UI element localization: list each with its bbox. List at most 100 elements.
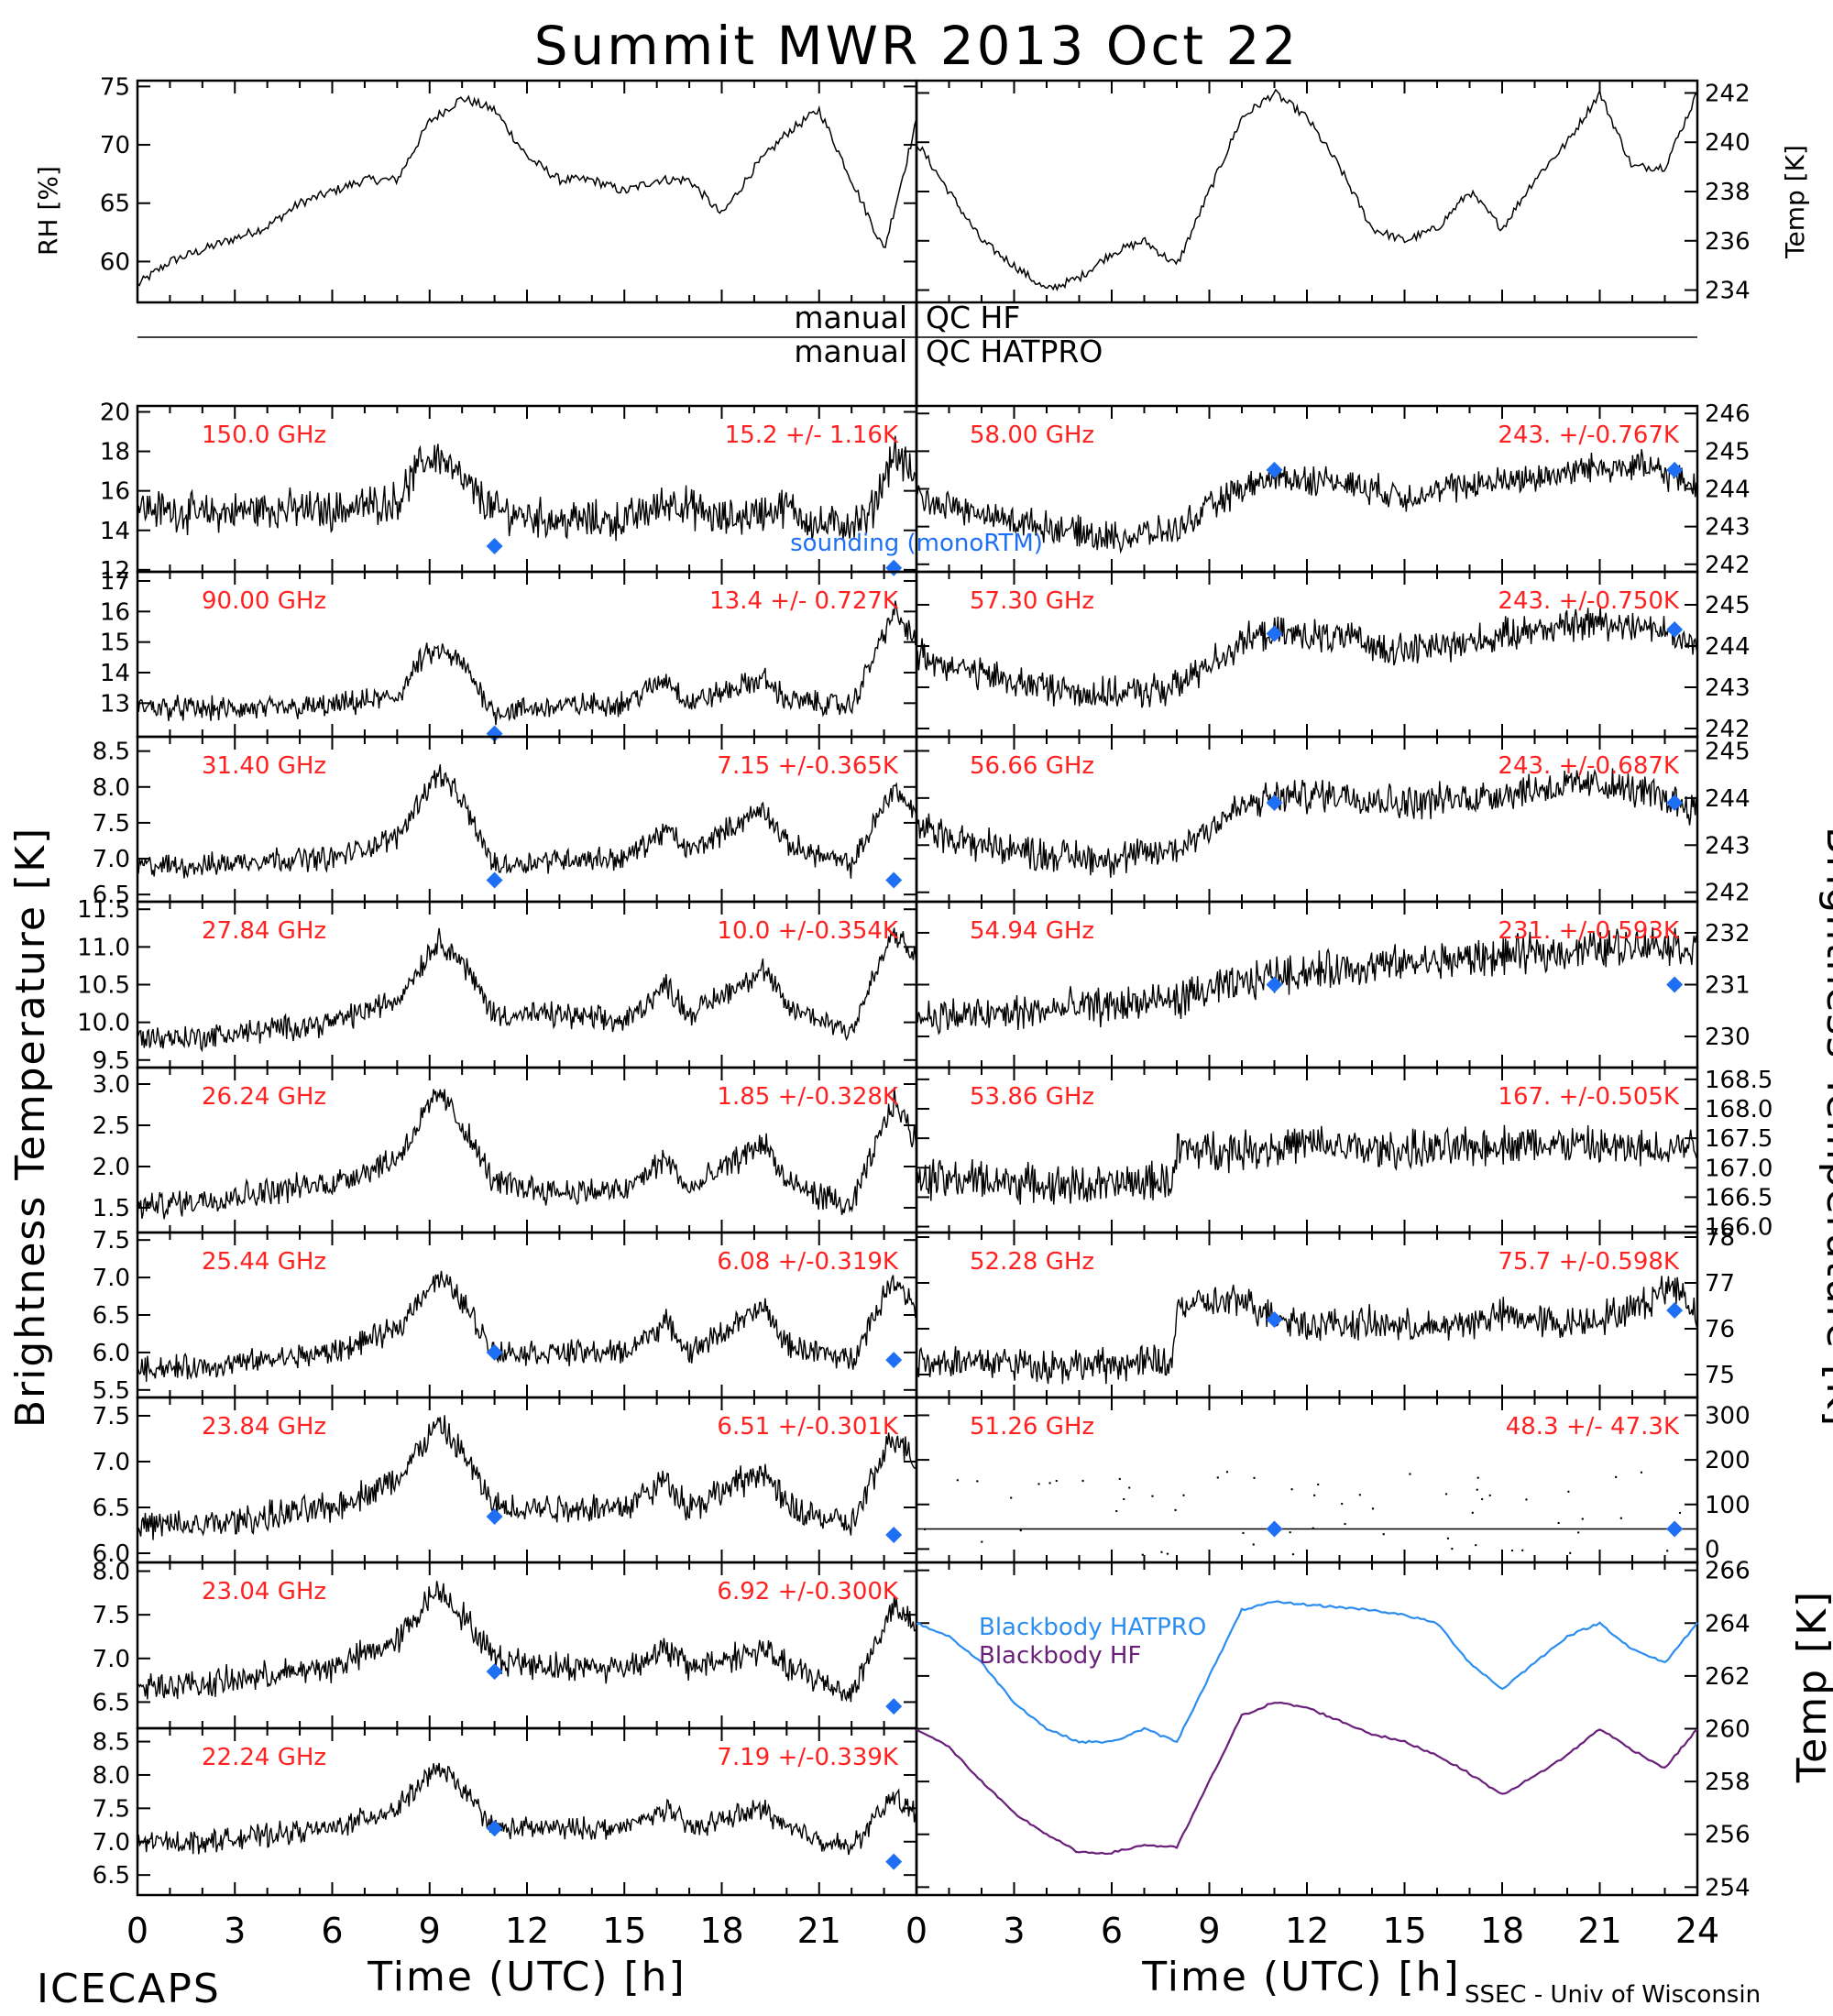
right-summary-label-2: 243. +/-0.750K (1498, 587, 1680, 615)
right-outlier-dot (1576, 1531, 1580, 1534)
right-outlier-dot (1569, 1551, 1572, 1555)
right-panel-3-ytick-label: 244 (1705, 785, 1751, 813)
right-sounding-point-6 (1666, 1302, 1684, 1319)
left-sounding-point-7 (486, 1508, 503, 1525)
right-panel-7-ytick-label: 300 (1705, 1402, 1751, 1430)
right-outlier-dot (1115, 1509, 1118, 1513)
temp-panel-frame (915, 79, 1699, 304)
left-panel-8-ytick-label: 7.5 (93, 1602, 130, 1629)
left-channel-label-6: 25.44 GHz (202, 1248, 326, 1276)
left-panel-6-ytick-label: 5.5 (93, 1377, 130, 1405)
x-tick-label: 9 (1198, 1911, 1220, 1951)
left-panel-1-ytick-label: 14 (100, 518, 130, 545)
left-channel-label-2: 90.00 GHz (202, 587, 326, 615)
left-panel-7-ytick-label: 6.0 (93, 1540, 130, 1568)
x-tick-label: 12 (505, 1911, 549, 1951)
right-channel-label-4: 54.94 GHz (970, 917, 1094, 945)
left-panel-1: 12 14 16 18 20 150.0 GHz 15.2 +/- 1.16K (100, 399, 918, 585)
right-panel-1-ytick-label: 246 (1705, 400, 1751, 428)
right-sounding-point-4 (1266, 976, 1283, 993)
right-outlier-dot (956, 1479, 960, 1482)
left-panel-6-ytick-label: 7.0 (93, 1265, 130, 1292)
temp-panel: 234 236 238 240 242 (915, 79, 1751, 305)
right-sounding-point-2 (1666, 621, 1684, 638)
right-trace-3 (916, 768, 1698, 878)
temp-panel-ytick-label: 240 (1705, 129, 1751, 157)
right-sounding-point-6 (1266, 1311, 1283, 1328)
right-outlier-dot (1614, 1475, 1618, 1479)
left-panel-1-ytick-label: 18 (100, 439, 130, 466)
right-trace-1 (916, 449, 1698, 554)
right-outlier-dot (1409, 1473, 1411, 1475)
left-panel-8: 6.5 7.0 7.5 8.0 23.04 GHz 6.92 +/-0.300K (93, 1559, 918, 1730)
left-panel-1-ytick-label: 20 (100, 399, 130, 426)
right-outlier-dot (1451, 1547, 1454, 1550)
x-tick-label: 9 (419, 1911, 441, 1951)
left-panel-7-ytick-label: 7.0 (93, 1449, 130, 1476)
left-summary-label-7: 6.51 +/-0.301K (717, 1413, 899, 1441)
qc-hatpro-right-label: QC HATPRO (926, 334, 1103, 369)
right-channel-label-1: 58.00 GHz (970, 422, 1094, 449)
left-panel-9-ytick-label: 8.5 (93, 1729, 130, 1757)
left-sounding-point-9 (885, 1853, 903, 1870)
right-outlier-dot (1475, 1543, 1477, 1547)
sounding-legend: sounding (monoRTM) (790, 530, 1043, 557)
right-panel-2-ytick-label: 244 (1705, 633, 1751, 661)
x-axis-label-left: Time (UTC) [h] (367, 1954, 686, 2000)
right-panel-5-ytick-label: 166.0 (1705, 1214, 1773, 1242)
right-outlier-dot (1291, 1553, 1295, 1556)
left-trace-5 (137, 1087, 917, 1220)
left-channel-label-9: 22.24 GHz (202, 1744, 326, 1771)
left-panel-9-ytick-label: 7.5 (93, 1795, 130, 1823)
right-outlier-dot (1252, 1543, 1255, 1546)
right-outlier-dot (1567, 1490, 1570, 1493)
rh-line (137, 94, 917, 287)
right-trace-6 (916, 1276, 1698, 1385)
right-outlier-dot (1141, 1553, 1144, 1556)
left-panel-6-ytick-label: 7.5 (93, 1227, 130, 1255)
left-panel-3-ytick-label: 7.5 (93, 810, 130, 838)
rh-axis-label: RH [%] (33, 166, 63, 256)
right-outlier-dot (1525, 1498, 1528, 1501)
right-outlier-dot (1619, 1517, 1623, 1519)
right-panel-6-ytick-label: 76 (1705, 1316, 1735, 1343)
left-panel-8-ytick-label: 7.0 (93, 1646, 130, 1673)
right-outlier-dot (1446, 1537, 1450, 1540)
right-summary-label-5: 167. +/-0.505K (1498, 1083, 1680, 1111)
x-tick-label: 6 (1101, 1911, 1123, 1951)
right-sounding-point-7 (1266, 1520, 1283, 1538)
right-panel-3-ytick-label: 242 (1705, 880, 1751, 907)
left-panel-4-ytick-label: 11.0 (77, 934, 130, 961)
left-summary-label-2: 13.4 +/- 0.727K (709, 587, 899, 615)
panels: 60 65 70 75 234 236 238 240 242 12 14 16 18 20 150.0 G… (77, 73, 1773, 1901)
right-outlier-dot (1037, 1483, 1040, 1485)
right-panel-7-ytick-label: 100 (1705, 1492, 1751, 1519)
right-outlier-dot (1312, 1494, 1316, 1497)
right-outlier-dot (1009, 1496, 1013, 1499)
right-panel-6-ytick-label: 75 (1705, 1362, 1735, 1389)
right-outlier-dot (1480, 1497, 1484, 1501)
left-panel-5-ytick-label: 3.0 (93, 1071, 130, 1099)
rh-panel-ytick-label: 70 (100, 132, 130, 159)
left-trace-4 (137, 927, 917, 1053)
chart-title: Summit MWR 2013 Oct 22 (534, 15, 1300, 77)
right-panel-2-ytick-label: 243 (1705, 674, 1751, 702)
right-summary-label-6: 75.7 +/-0.598K (1498, 1248, 1680, 1276)
footer-right: SSEC - Univ of Wisconsin (1465, 1981, 1761, 2009)
qc-hatpro-left-label: manual (794, 334, 907, 369)
right-panel-1-ytick-label: 245 (1705, 438, 1751, 466)
legend-bb-hf: Blackbody HF (979, 1642, 1141, 1670)
left-sounding-point-8 (486, 1663, 503, 1681)
left-panel-7-ytick-label: 7.5 (93, 1403, 130, 1430)
right-panel-5-ytick-label: 167.0 (1705, 1155, 1773, 1182)
x-tick-label: 15 (1382, 1911, 1426, 1951)
temp-panel-ytick-label: 236 (1705, 228, 1751, 256)
left-panel-8-ytick-label: 6.5 (93, 1689, 130, 1716)
x-tick-label: 3 (224, 1911, 246, 1951)
left-panel-8-ytick-label: 8.0 (93, 1559, 130, 1586)
left-summary-label-3: 7.15 +/-0.365K (717, 752, 899, 780)
left-channel-label-8: 23.04 GHz (202, 1578, 326, 1605)
left-sounding-point-6 (885, 1352, 903, 1369)
right-summary-label-7: 48.3 +/- 47.3K (1506, 1413, 1680, 1441)
